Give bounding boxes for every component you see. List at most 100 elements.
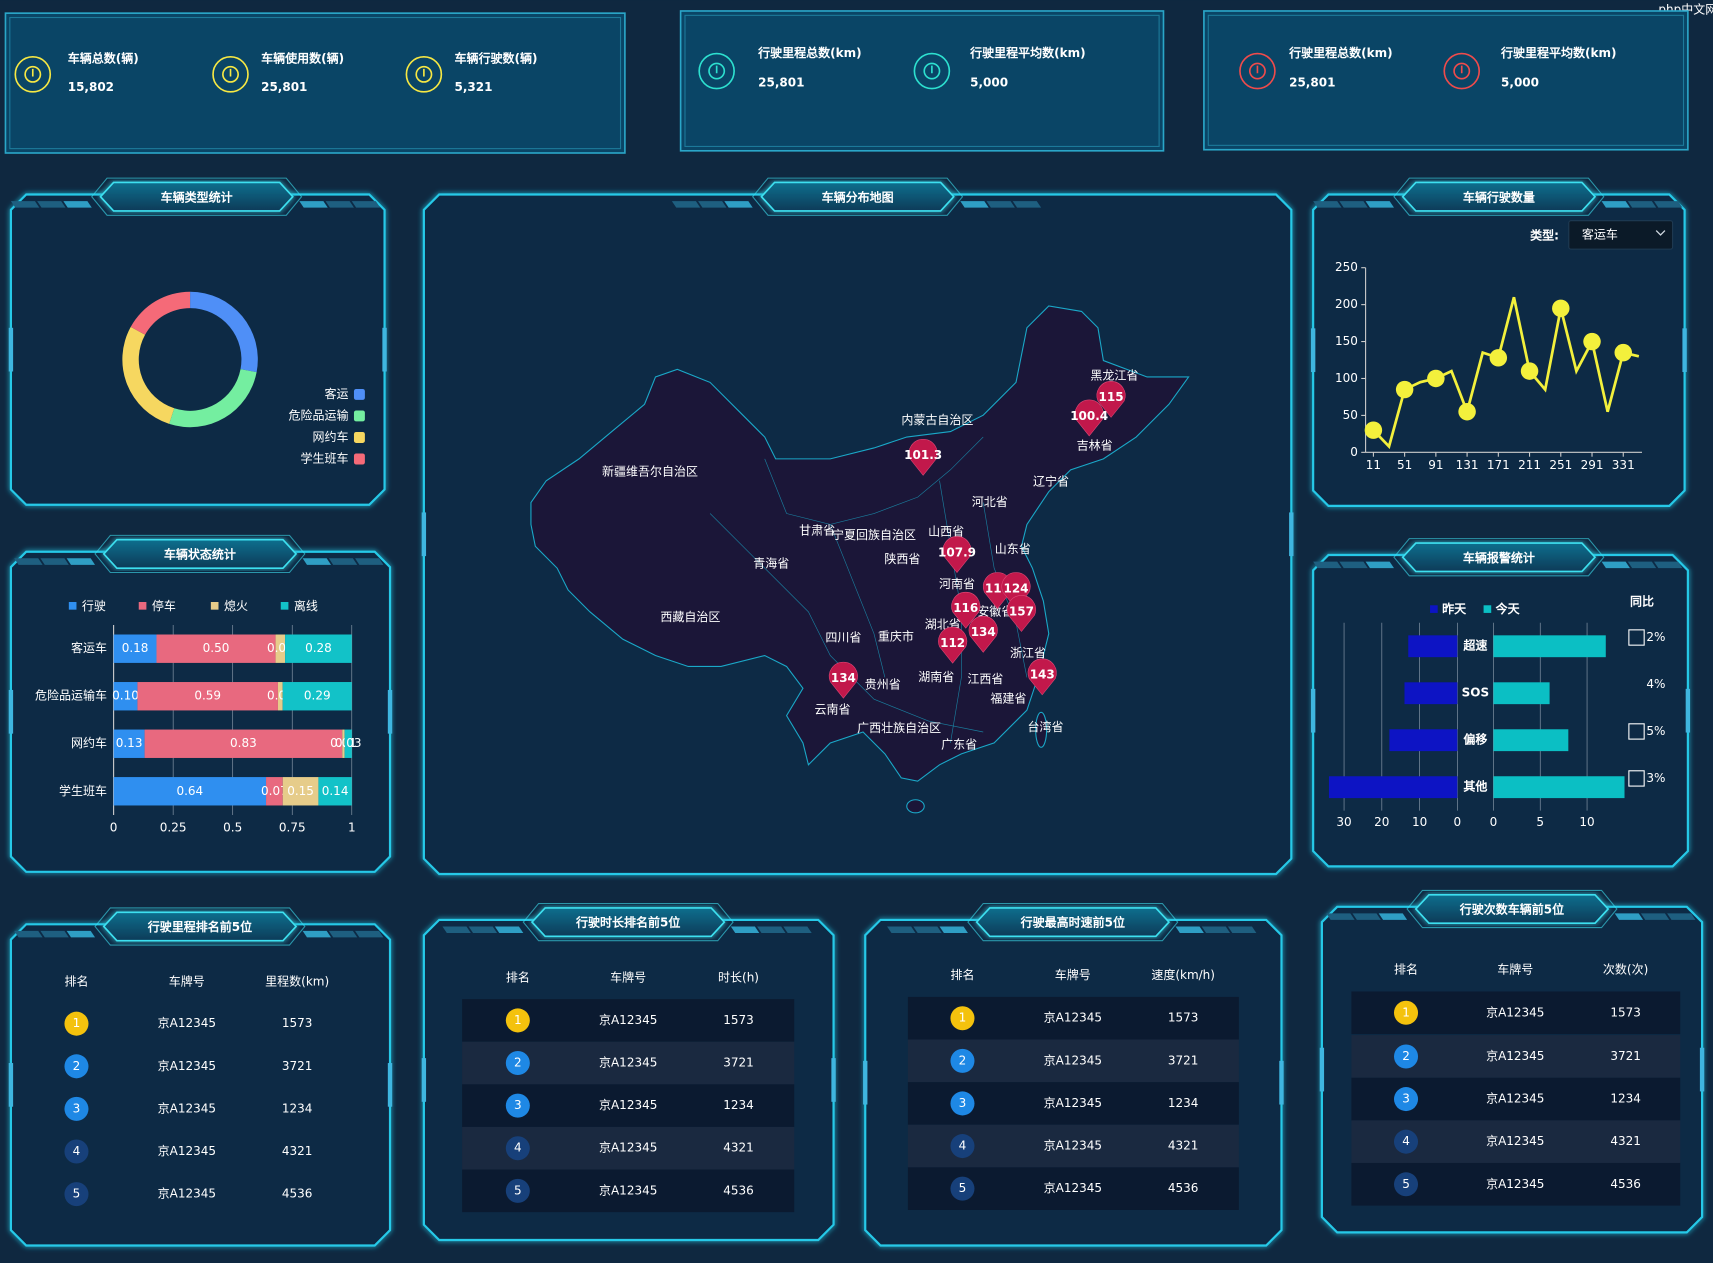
stat-value: 5,000 [970, 76, 1008, 90]
table-cell: 京A12345 [158, 1101, 216, 1115]
stat-card-inner [684, 14, 1160, 147]
comparison-value: 4% [1646, 677, 1665, 691]
map-region-label: 新疆维吾尔自治区 [602, 463, 698, 478]
panel-stripe [468, 926, 498, 934]
panel-title-badge [94, 534, 306, 574]
line-marker [1395, 380, 1414, 399]
panel-stripe [887, 926, 916, 934]
map-pin-label: 115 [1099, 390, 1124, 404]
rank-badge [505, 1051, 530, 1076]
rank-badge [64, 1011, 89, 1036]
legend-label: 今天 [1495, 601, 1521, 616]
map-pin-label: 116 [953, 601, 978, 615]
table-cell: 1573 [1610, 1005, 1641, 1019]
panel-title-badge [752, 177, 964, 216]
y-tick-label: 100 [1335, 371, 1358, 385]
x-tick-label: 0 [1454, 815, 1462, 829]
map-region-label: 四川省 [825, 631, 861, 645]
rank-number: 2 [73, 1059, 81, 1073]
panel-edge [421, 512, 427, 557]
table-cell: 1234 [1610, 1092, 1641, 1106]
stat-icon-glyph [923, 62, 941, 80]
x-tick-label: 0.5 [223, 821, 242, 835]
panel-stripe [328, 930, 358, 938]
panel-stripe [1627, 201, 1657, 208]
rank-badge [1393, 1087, 1419, 1112]
bar-segment [137, 682, 278, 711]
bar-segment [277, 682, 283, 711]
panel-stripe [698, 201, 727, 208]
comparison-value: 5% [1646, 724, 1665, 738]
map-region-label: 青海省 [753, 555, 789, 570]
legend-swatch [353, 432, 365, 443]
x-tick-label: 51 [1397, 458, 1412, 472]
panel-title-badge [1393, 177, 1605, 216]
x-tick-label: 171 [1487, 458, 1510, 472]
comparison-value: 3% [1646, 771, 1665, 785]
rank-number: 5 [73, 1187, 81, 1201]
panel-edge [8, 327, 14, 372]
panel-stripe [1339, 201, 1368, 208]
x-tick-label: 0.25 [160, 821, 187, 835]
rank-number: 3 [73, 1101, 81, 1115]
panel-edge [1319, 1047, 1325, 1092]
panel-stripe [302, 930, 332, 938]
line-marker [1427, 369, 1445, 388]
panel-stripe [1640, 913, 1670, 920]
table-cell: 京A12345 [1486, 1134, 1544, 1148]
panel-title-badge [530, 907, 726, 938]
panel-stripe [66, 930, 96, 938]
panel-stripe [1227, 926, 1257, 934]
table-cell: 1234 [1168, 1096, 1199, 1110]
table-cell: 3721 [723, 1056, 754, 1070]
map-region-label: 重庆市 [878, 628, 914, 643]
table-cell: 京A12345 [158, 1187, 216, 1201]
bar-value-label: 0.18 [122, 641, 149, 655]
stat-icon-glyph [24, 65, 42, 83]
line-marker [1520, 362, 1539, 380]
map-pin [942, 536, 972, 573]
panel-frame [9, 923, 392, 1247]
panel-stripe [1365, 201, 1394, 208]
table-cell: 4321 [723, 1141, 754, 1155]
legend-swatch [353, 388, 365, 400]
rank-badge [64, 1182, 89, 1207]
rank-number: 3 [1402, 1092, 1410, 1106]
y-tick-label: 客运车 [71, 640, 107, 655]
panel-stripe [1378, 913, 1408, 920]
panel-title-badge [1414, 893, 1610, 925]
panel-stripe [913, 926, 942, 934]
table-cell: 京A12345 [599, 1013, 657, 1027]
panel-edge [1289, 512, 1294, 557]
panel-stripe [1313, 561, 1342, 569]
rank-badge [64, 1096, 89, 1121]
map-region-label: 广西壮族自治区 [857, 721, 941, 735]
panel-edge [387, 689, 393, 734]
stat-value: 5,321 [454, 80, 492, 94]
bar-value-label: 0.03 [335, 736, 362, 750]
panel-stripe [1352, 913, 1381, 920]
table-header: 次数(次) [1603, 962, 1648, 977]
panel-title-badge [1393, 538, 1605, 577]
map-region-label: 福建省 [990, 691, 1026, 706]
map-border [764, 436, 984, 525]
map-region-label: 西藏自治区 [660, 610, 720, 624]
bar-segment [113, 682, 138, 711]
filter-select[interactable] [1568, 220, 1674, 250]
map-region-label: 内蒙古自治区 [901, 412, 973, 427]
bar-value-label: 0.07 [261, 784, 288, 798]
rank-badge [1393, 1000, 1419, 1025]
panel-title: 行驶时长排名前5位 [575, 915, 680, 930]
stat-value: 25,801 [1289, 76, 1335, 90]
rank-badge [950, 1006, 975, 1031]
panel-title: 行驶里程排名前5位 [147, 919, 252, 934]
pie-slice [169, 369, 257, 428]
bar [1493, 729, 1569, 752]
table-cell: 4536 [1168, 1181, 1199, 1195]
bar [1328, 776, 1458, 799]
legend-swatch [1430, 605, 1438, 613]
panel-edge [831, 1058, 836, 1102]
panel-stripe [494, 926, 524, 934]
table-header: 速度(km/h) [1151, 967, 1215, 982]
